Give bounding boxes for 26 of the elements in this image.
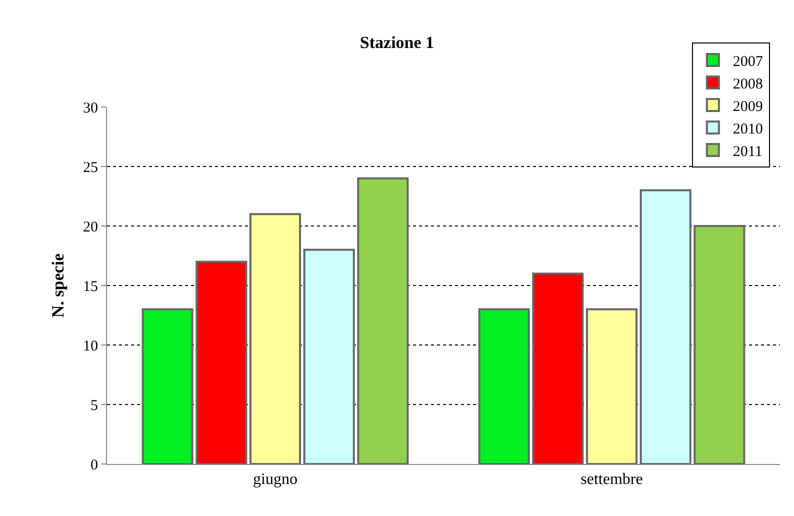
chart-title: Stazione 1 [360,33,434,52]
legend-label: 2009 [732,98,763,115]
bar [303,248,355,464]
legend-label: 2007 [732,54,764,70]
y-tick-label: 0 [90,457,98,474]
y-tick-label: 5 [90,398,98,414]
bar [586,308,638,464]
y-tick-label: 10 [83,338,98,354]
x-tick-label: giugno [253,471,298,488]
legend-label: 2011 [732,144,762,160]
bar [249,213,302,464]
y-axis-title: N. specie [48,252,68,318]
legend-label: 2008 [732,76,763,92]
y-tick-label: 20 [83,219,98,236]
bar [357,177,409,464]
legend-label: 2010 [732,121,763,138]
bar [196,260,248,464]
bar [640,189,692,464]
y-tick-label: 25 [83,160,98,176]
x-tick-label: settembre [580,471,643,488]
bar [532,272,584,464]
y-tick-label: 15 [83,278,98,295]
bar [694,225,746,464]
bar [142,308,194,464]
y-tick-label: 30 [83,100,98,116]
bar [478,308,530,464]
